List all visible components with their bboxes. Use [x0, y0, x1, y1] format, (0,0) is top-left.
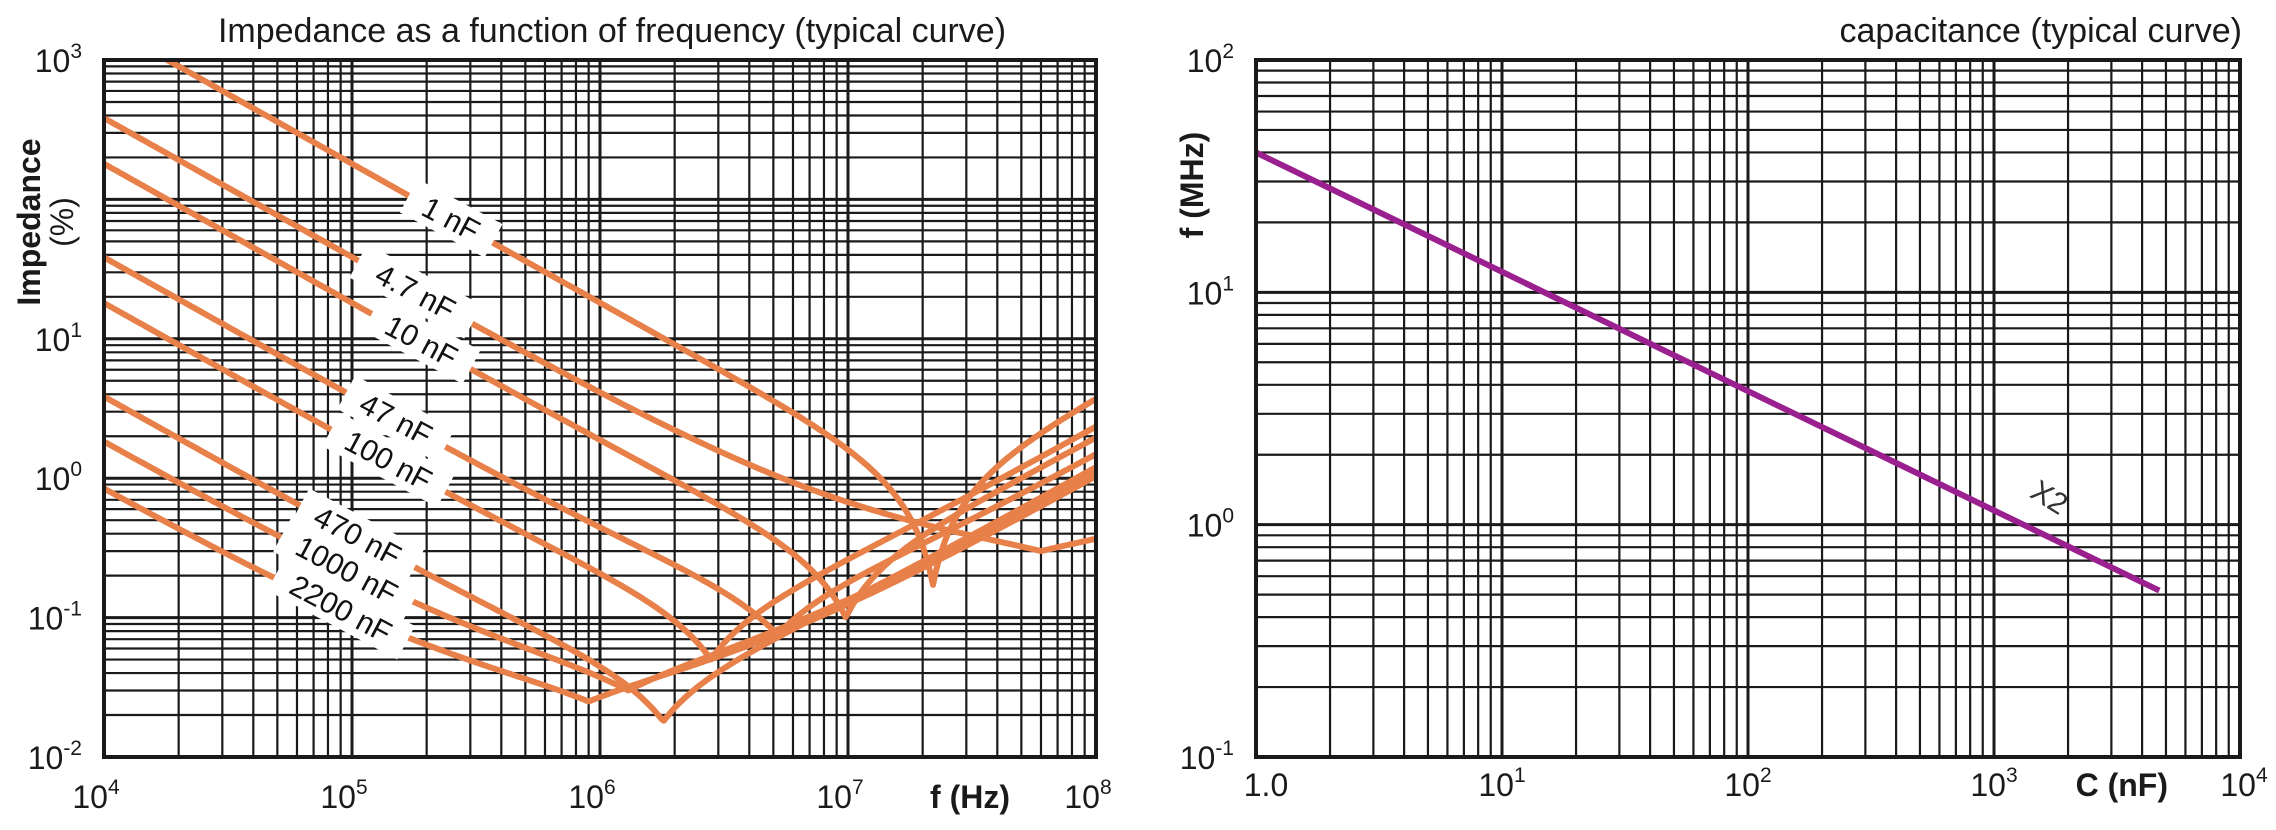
resonance-x-ticks: 1.0 101 102 103 104 [1244, 764, 2268, 803]
resonance-y-tick-label: 100 [1187, 505, 1234, 544]
impedance-y-label-line2: (%) [44, 197, 80, 247]
resonance-y-tick-label: 101 [1187, 272, 1234, 311]
impedance-x-tick-label: 108 [1064, 776, 1111, 815]
impedance-y-label-line1: Impedance [11, 138, 47, 305]
resonance-curve-x2 [1256, 149, 2161, 594]
impedance-curve-4.7nf [104, 115, 1096, 554]
impedance-curve-1nf [161, 60, 1096, 588]
resonance-y-ticks: 10-1 100 101 102 [1180, 40, 1234, 776]
resonance-x-tick-label: 102 [1724, 764, 1771, 803]
impedance-x-ticks: 104 105 106 107 108 [72, 776, 1111, 815]
resonance-y-tick-label: 10-1 [1180, 737, 1234, 776]
resonance-x-tick-label: 1.0 [1244, 767, 1288, 803]
impedance-grid [104, 60, 1096, 757]
impedance-series-label-bg [291, 488, 425, 583]
impedance-y-tick-label: 10-2 [28, 737, 82, 776]
resonance-plot-frame [1254, 58, 2242, 759]
impedance-series-label-bg [273, 518, 421, 621]
impedance-y-tick-label: 103 [35, 40, 82, 79]
resonance-chart-title: capacitance (typical curve) [1839, 12, 2242, 50]
impedance-x-tick-label: 105 [320, 776, 367, 815]
impedance-series-label-bg [267, 556, 415, 660]
resonance-x-tick-label: 103 [1970, 764, 2017, 803]
impedance-curve-10nf [104, 161, 1096, 621]
impedance-x-tick-label: 107 [816, 776, 863, 815]
impedance-y-tick-label: 101 [35, 319, 82, 358]
impedance-curve-1000nf [104, 438, 1096, 694]
resonance-chart: capacitance (typical curve) X2 1.0 101 102… [1174, 12, 2268, 803]
impedance-series-label-bg [362, 297, 481, 384]
resonance-y-tick-label: 102 [1187, 40, 1234, 79]
impedance-series-label-group: 1 nF [399, 179, 503, 258]
impedance-y-tick-label: 100 [35, 458, 82, 497]
resonance-curves [1256, 149, 2161, 594]
resonance-x-tick-label: 101 [1478, 764, 1525, 803]
impedance-y-tick-label: 10-1 [28, 598, 82, 637]
resonance-x-label: C (nF) [2076, 767, 2168, 803]
impedance-curve-2200nf [104, 473, 1096, 705]
impedance-curve-47nf [104, 254, 1096, 638]
impedance-series-label-bg [322, 412, 455, 508]
impedance-x-label: f (Hz) [930, 779, 1010, 815]
impedance-plot-frame [102, 58, 1098, 759]
impedance-curve-100nf [104, 300, 1096, 663]
impedance-y-label: Impedance (%) [11, 138, 80, 305]
impedance-x-tick-label: 104 [72, 776, 120, 815]
resonance-series-labels: X2 [2025, 474, 2074, 521]
resonance-grid [1256, 60, 2240, 757]
impedance-chart-title: Impedance as a function of frequency (ty… [218, 12, 1006, 50]
impedance-curves [104, 60, 1096, 724]
impedance-series-label-bg [349, 244, 483, 339]
impedance-series-label-bg [399, 179, 503, 258]
resonance-series-label: X2 [2025, 474, 2074, 521]
impedance-x-tick-label: 106 [568, 776, 615, 815]
impedance-y-ticks: 10-2 10-1 100 101 103 [28, 40, 82, 776]
impedance-series-label-bg [337, 375, 455, 463]
resonance-x-tick-label: 104 [2220, 764, 2268, 803]
resonance-y-label: f (MHz) [1174, 132, 1210, 239]
impedance-chart: Impedance as a function of frequency (ty… [11, 12, 1112, 815]
